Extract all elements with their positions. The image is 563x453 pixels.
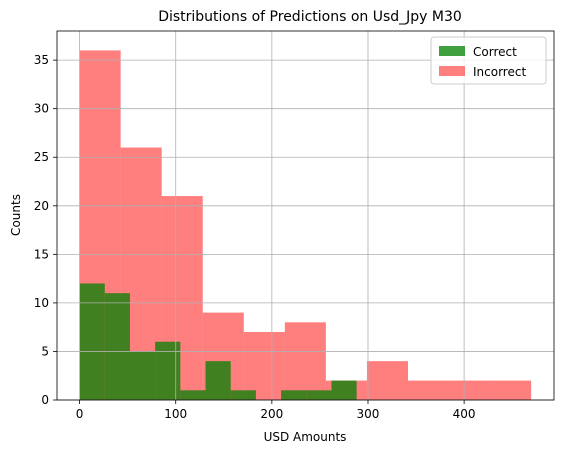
y-tick-label: 35 xyxy=(34,53,49,67)
bar-correct xyxy=(306,390,332,400)
legend-label-incorrect: Incorrect xyxy=(473,65,526,79)
plot-area: 0 100 200 300 400 0 5 10 15 20 25 30 35 xyxy=(34,30,555,421)
bar-correct xyxy=(205,361,231,400)
y-tick-label: 20 xyxy=(34,199,49,213)
x-tick-label: 100 xyxy=(164,407,187,421)
legend: Correct Incorrect xyxy=(430,36,547,85)
chart-title: Distributions of Predictions on Usd_Jpy … xyxy=(158,9,462,25)
bar-incorrect xyxy=(407,380,450,400)
bar-incorrect xyxy=(284,322,326,400)
bar-correct xyxy=(104,293,130,400)
y-tick-label: 5 xyxy=(41,344,49,358)
x-tick-label: 300 xyxy=(357,407,380,421)
bar-correct xyxy=(230,390,256,400)
y-tick-label: 0 xyxy=(41,393,49,407)
bar-incorrect xyxy=(490,380,532,400)
x-tick-label: 0 xyxy=(76,407,84,421)
legend-swatch-incorrect xyxy=(439,66,465,76)
bar-correct xyxy=(281,390,307,400)
y-tick-label: 25 xyxy=(34,150,49,164)
legend-label-correct: Correct xyxy=(473,45,517,59)
bar-correct xyxy=(79,283,105,400)
bar-correct xyxy=(180,390,206,400)
bar-correct xyxy=(331,380,357,400)
y-axis-label: Counts xyxy=(9,194,23,236)
x-tick-label: 200 xyxy=(260,407,283,421)
bar-incorrect xyxy=(366,361,408,400)
bar-correct xyxy=(155,341,181,400)
y-tick-label: 10 xyxy=(34,296,49,310)
bar-incorrect xyxy=(243,332,285,400)
y-tick-label: 15 xyxy=(34,247,49,261)
legend-swatch-correct xyxy=(439,46,465,56)
plot-frame xyxy=(56,30,555,401)
series-incorrect xyxy=(79,50,532,400)
x-axis-label: USD Amounts xyxy=(264,430,347,444)
bar-correct xyxy=(129,351,156,400)
x-tick-label: 400 xyxy=(453,407,476,421)
y-tick-label: 30 xyxy=(34,102,49,116)
bar-incorrect xyxy=(449,380,491,400)
